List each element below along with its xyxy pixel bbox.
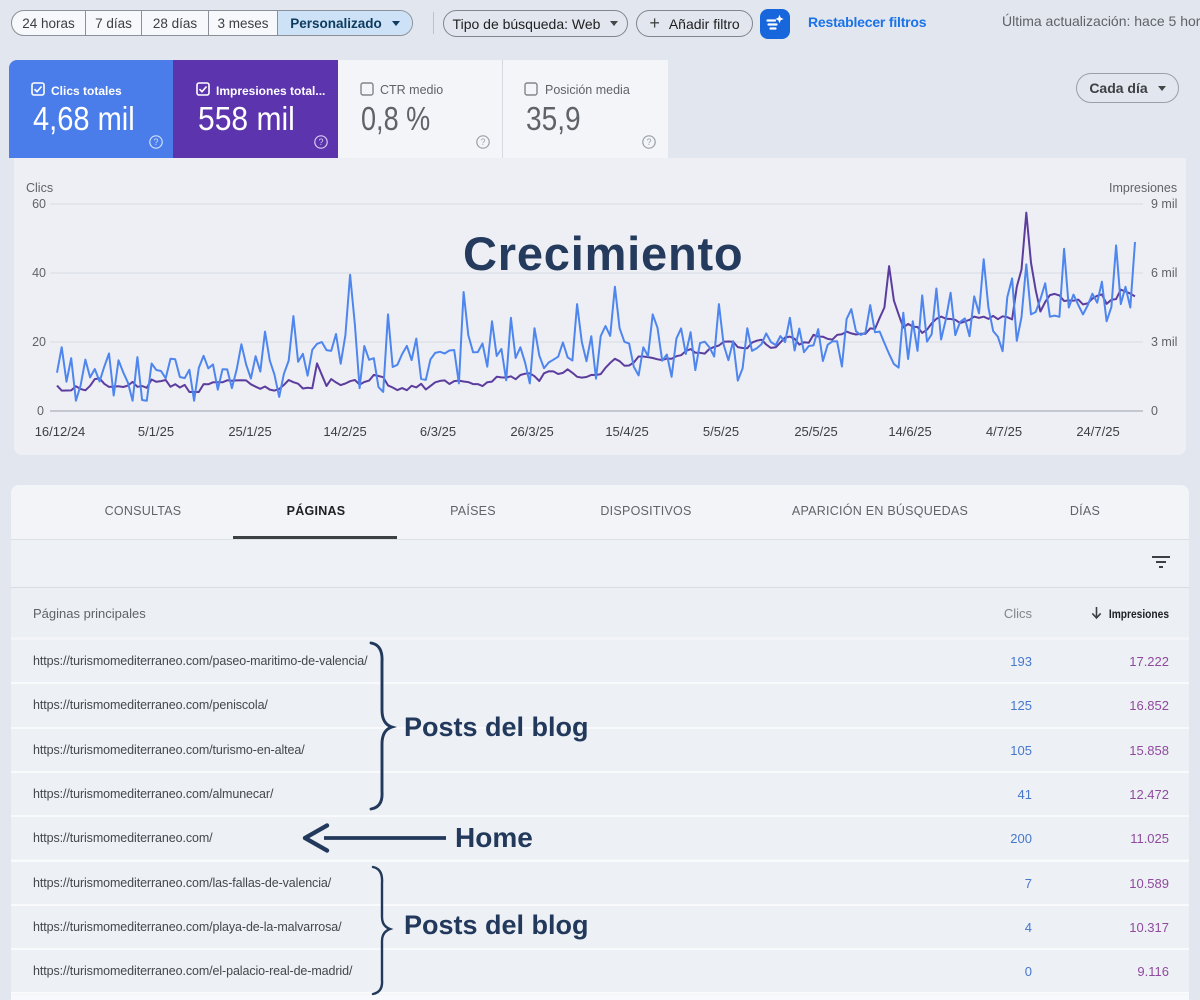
svg-text:?: ? (318, 137, 323, 147)
svg-text:?: ? (153, 137, 158, 147)
svg-text:?: ? (646, 137, 651, 147)
svg-text:?: ? (480, 137, 485, 147)
